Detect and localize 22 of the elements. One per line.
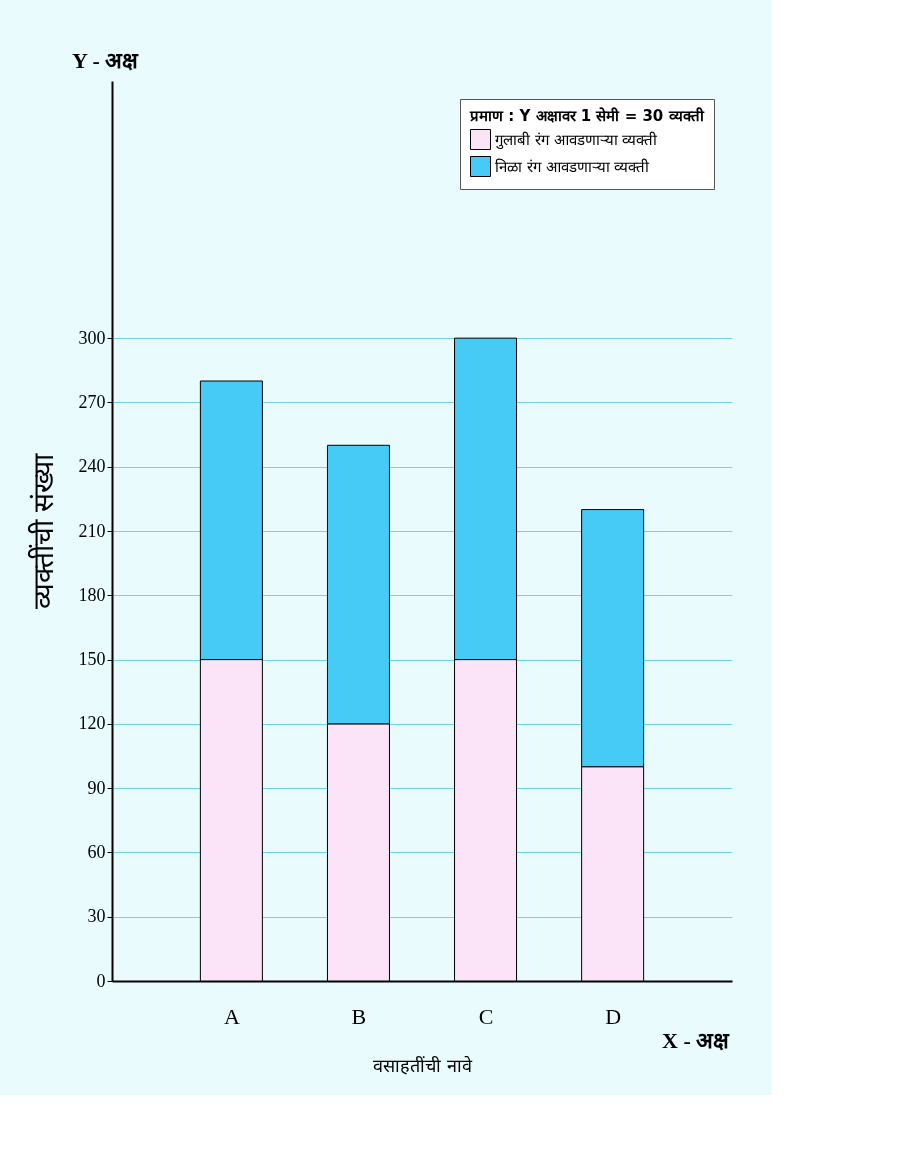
y-tick-label: 0	[96, 970, 106, 991]
text: Y - अक्ष	[72, 48, 140, 73]
y-axis-title: व्यक्तींची संख्या	[26, 452, 60, 610]
x-tick-label: C	[478, 1003, 494, 1029]
y-tick-label: 300	[78, 327, 106, 348]
y-tick-label: 150	[78, 649, 106, 670]
y-tick-label: 270	[78, 391, 106, 412]
x-tick-label: B	[351, 1003, 367, 1029]
y-tick-label: 30	[87, 906, 106, 927]
y-tick-label: 240	[78, 456, 106, 477]
x-tick-label: D	[605, 1003, 622, 1029]
y-tick-label: 120	[78, 713, 106, 734]
y-tick-label: 210	[78, 520, 106, 541]
legend-label: निळा रंग आवडणाऱ्या व्यक्ती	[495, 157, 651, 176]
legend-title: प्रमाण : Y अक्षावर 1 सेमी = 30 व्यक्ती	[469, 107, 705, 125]
y-tick-label: 60	[87, 841, 106, 862]
y-tick-label: 90	[87, 777, 106, 798]
y-tick-label: 180	[78, 584, 106, 605]
legend-label: गुलाबी रंग आवडणाऱ्या व्यक्ती	[495, 130, 659, 150]
text: X - अक्ष	[662, 1028, 731, 1053]
x-axis-title: वसाहतींची नावे	[373, 1054, 473, 1076]
x-tick-label: A	[223, 1003, 240, 1029]
